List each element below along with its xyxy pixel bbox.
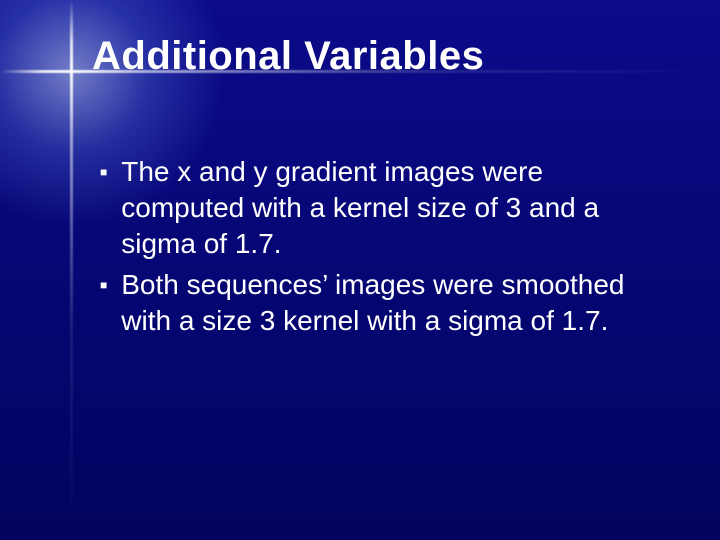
lens-flare-vertical — [70, 0, 73, 540]
bullet-text: The x and y gradient images were compute… — [121, 154, 670, 261]
bullet-square-icon: ■ — [100, 278, 107, 293]
bullet-square-icon: ■ — [100, 165, 107, 180]
slide-title: Additional Variables — [92, 34, 484, 79]
list-item: ■ Both sequences’ images were smoothed w… — [100, 267, 670, 339]
slide-body: ■ The x and y gradient images were compu… — [100, 154, 670, 345]
bullet-text: Both sequences’ images were smoothed wit… — [121, 267, 670, 339]
slide: Additional Variables ■ The x and y gradi… — [0, 0, 720, 540]
list-item: ■ The x and y gradient images were compu… — [100, 154, 670, 261]
